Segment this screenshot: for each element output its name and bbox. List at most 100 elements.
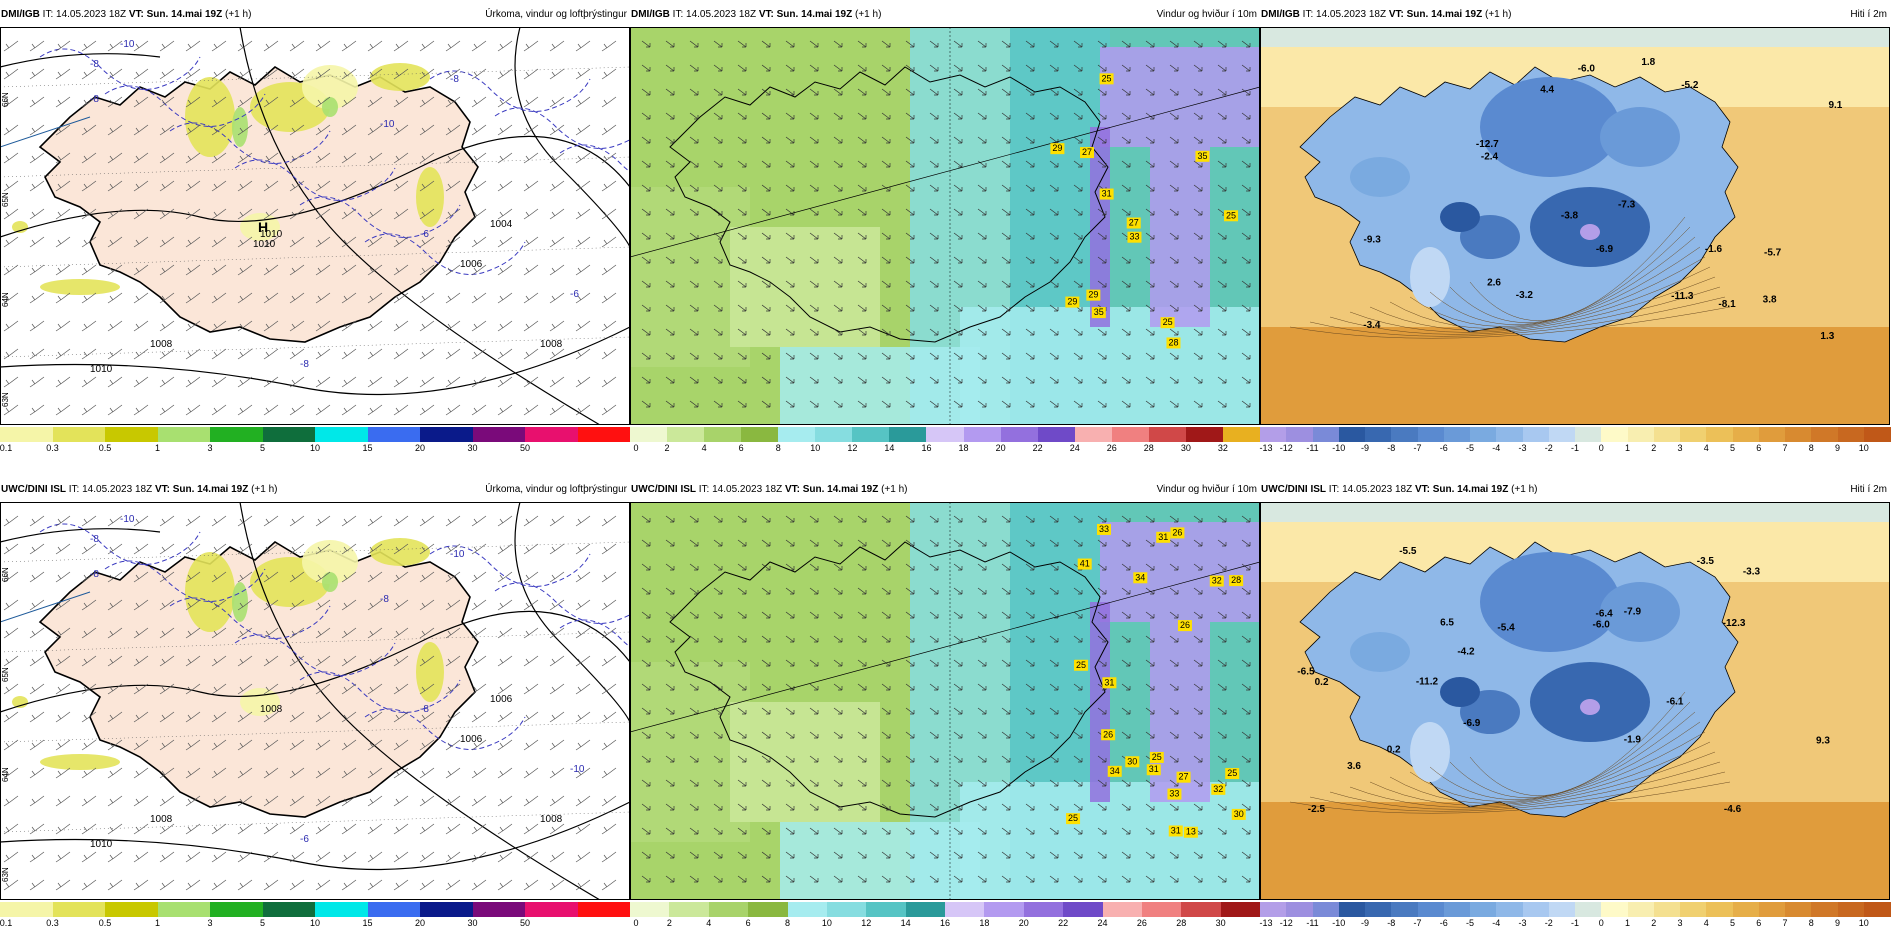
wind-barb [575,851,591,863]
temperature-value: -9.3 [1364,235,1382,246]
colorbar-swatch [1758,427,1786,442]
wind-arrow [1001,400,1011,408]
wind-barb [159,68,175,80]
wind-arrow [833,64,843,72]
valid-time: VT: Sun. 14.mai 19Z [784,484,879,495]
wind-barb [341,152,357,164]
temperature-value: -3.8 [1561,210,1579,221]
wind-arrow [761,659,771,667]
wind-arrow [1049,827,1059,835]
wind-arrow [1025,707,1035,715]
wind-arrow [785,803,795,811]
wind-arrow [785,376,795,384]
wind-arrow [1145,64,1155,72]
wind-barb [367,96,383,108]
wind-arrow [1145,256,1155,264]
wind-arrow [1121,539,1131,547]
wind-barb [263,264,279,276]
wind-barb [419,320,435,332]
wind-barb [497,348,513,360]
wind-barb [55,739,71,751]
isobar-label: 1008 [540,814,563,825]
wind-barb [29,152,45,164]
wind-arrow [809,184,819,192]
wind-barb [237,655,253,667]
wind-arrow [1097,280,1107,288]
wind-arrow [713,851,723,859]
isobar-label: 1010 [90,839,113,850]
wind-barb [29,767,45,779]
wind-barb [549,152,565,164]
wind-arrow [785,352,795,360]
wind-arrow [809,40,819,48]
wind-barb [29,264,45,276]
wind-barb [575,376,591,388]
wind-barb [445,851,461,863]
wind-arrow [977,875,987,883]
wind-barb [445,655,461,667]
colorbar-swatch [105,902,158,917]
wind-arrow [689,659,699,667]
wind-barb [575,152,591,164]
wind-arrow [1217,160,1227,168]
wind-arrow [1049,635,1059,643]
wind-barb [393,879,409,891]
wind-barb [575,767,591,779]
wind-arrow [761,208,771,216]
wind-barb [55,879,71,891]
wind-barb [55,96,71,108]
wind-barb [575,599,591,611]
wind-arrow [929,352,939,360]
wind-arrow [833,755,843,763]
wind-arrow [641,611,651,619]
colorbar-label: 50 [519,443,531,453]
wind-barb [133,236,149,248]
wind-arrow [1217,563,1227,571]
temperature-band [1260,502,1890,522]
wind-barb [55,683,71,695]
wind-arrow [1073,707,1083,715]
wind-barb [601,236,617,248]
wind-barb [211,376,227,388]
wind-barb [107,404,123,416]
wind-barb [549,515,565,527]
wind-arrow [785,875,795,883]
wind-barb [185,376,201,388]
wind-arrow [713,611,723,619]
wind-barb [237,515,253,527]
wind-arrow [1049,352,1059,360]
wind-barb [81,404,97,416]
wind-barb [315,711,331,723]
wind-arrow [641,755,651,763]
wind-barb [211,180,227,192]
wind-arrow [1145,352,1155,360]
wind-barb [445,627,461,639]
panel-title: Vindur og hviður í 10m [1156,9,1257,20]
wind-barb [367,851,383,863]
wind-barb [601,543,617,555]
init-time: IT: 14.05.2023 18Z [39,9,129,20]
colorbar-label: 22 [1032,443,1043,453]
wind-arrow [1073,587,1083,595]
colorbar-label: 0 [1598,443,1604,453]
wind-arrow [1001,611,1011,619]
wind-arrow [1121,376,1131,384]
wind-arrow [641,587,651,595]
wind-arrow [857,400,867,408]
wind-barb [107,823,123,835]
wind-arrow [1193,563,1203,571]
wind-arrow [809,755,819,763]
wind-barb [289,320,305,332]
wind-arrow [1073,88,1083,96]
wind-arrow [929,64,939,72]
wind-arrow [1097,803,1107,811]
wind-arrow [737,755,747,763]
wind-arrow [1001,515,1011,523]
gust-value: 31 [1102,189,1112,199]
wind-barb [341,543,357,555]
colorbar-label: 28 [1176,918,1187,928]
wind-arrow [1193,587,1203,595]
wind-arrow [1025,803,1035,811]
wind-barb [133,599,149,611]
wind-arrow [977,184,987,192]
